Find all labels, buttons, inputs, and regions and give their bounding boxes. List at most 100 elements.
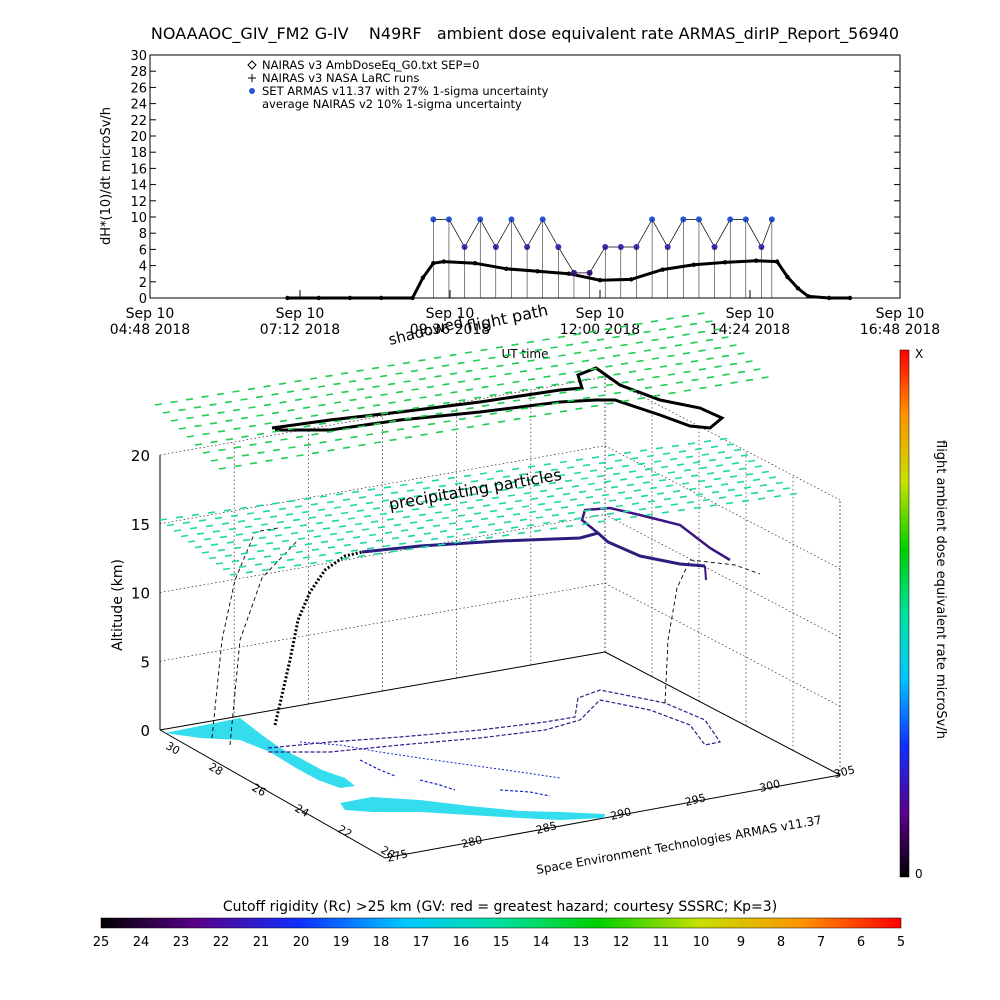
particle-dash bbox=[566, 380, 575, 384]
particle-dash bbox=[263, 385, 271, 388]
particle-dash bbox=[603, 480, 612, 483]
y-tick-label: 28 bbox=[130, 65, 147, 80]
particle-dash bbox=[170, 400, 178, 404]
particle-dash bbox=[590, 514, 599, 518]
particle-dash bbox=[574, 517, 583, 520]
particle-dash bbox=[489, 412, 498, 415]
particle-dash bbox=[623, 451, 632, 455]
particle-dash bbox=[621, 381, 629, 384]
particle-dash bbox=[555, 487, 564, 490]
longitude-tick-label: 285 bbox=[535, 819, 559, 837]
particle-dash bbox=[706, 357, 714, 360]
particle-dash bbox=[178, 427, 187, 430]
particle-dash bbox=[265, 459, 273, 462]
particle-dash bbox=[412, 425, 420, 428]
altitude-label: Altitude (km) bbox=[110, 559, 126, 651]
particle-dash bbox=[202, 451, 211, 454]
nairas-point bbox=[785, 274, 790, 280]
particle-dash bbox=[349, 398, 357, 402]
particle-dash bbox=[478, 530, 487, 534]
particle-dash bbox=[370, 520, 379, 523]
particle-dash bbox=[607, 453, 616, 457]
particle-dash bbox=[411, 508, 420, 511]
altitude-tick-label: 15 bbox=[131, 516, 150, 534]
particle-dash bbox=[162, 411, 171, 414]
particle-dash bbox=[457, 380, 466, 383]
particle-dash bbox=[231, 559, 240, 563]
particle-dash bbox=[713, 346, 722, 350]
longitude-tick-label: 295 bbox=[684, 791, 708, 809]
particle-dash bbox=[342, 427, 350, 431]
particle-dash bbox=[342, 446, 351, 449]
particle-dash bbox=[757, 497, 766, 500]
legend-label: average NAIRAS v2 10% 1-sigma uncertaint… bbox=[262, 97, 522, 111]
particle-dash bbox=[666, 336, 675, 339]
particle-dash bbox=[194, 424, 202, 428]
particle-dash bbox=[384, 531, 393, 534]
particle-dash bbox=[510, 526, 519, 529]
particle-dash bbox=[575, 407, 583, 410]
particle-dash bbox=[294, 398, 303, 401]
particle-dash bbox=[294, 379, 302, 383]
particle-dash bbox=[221, 522, 230, 525]
legend-plus-marker bbox=[248, 74, 256, 82]
particle-dash bbox=[395, 390, 404, 394]
particle-dash bbox=[775, 481, 784, 485]
particle-dash bbox=[708, 458, 717, 462]
particle-dash bbox=[310, 414, 319, 417]
particle-dash bbox=[154, 403, 163, 406]
flight-path-shadow bbox=[271, 366, 725, 432]
particle-dash bbox=[662, 452, 671, 455]
particle-dash bbox=[659, 365, 668, 368]
particle-dash bbox=[468, 493, 477, 496]
particle-dash bbox=[295, 417, 303, 420]
particle-dash bbox=[201, 551, 210, 554]
particle-dash bbox=[433, 356, 442, 359]
particle-dash bbox=[317, 508, 326, 512]
particle-dash bbox=[311, 451, 320, 455]
particle-dash bbox=[761, 470, 770, 474]
particle-dash bbox=[640, 494, 649, 498]
particle-dash bbox=[581, 341, 589, 344]
legend-diamond-marker bbox=[247, 60, 257, 70]
particle-dash bbox=[660, 383, 668, 387]
particle-dash bbox=[450, 409, 459, 413]
particle-dash bbox=[159, 518, 168, 521]
particle-dash bbox=[562, 492, 571, 496]
particle-dash bbox=[564, 479, 573, 483]
particle-dash bbox=[423, 532, 432, 535]
cutoff-rigidity-strip bbox=[100, 917, 902, 929]
particle-dash bbox=[338, 525, 347, 528]
longitude-tick-label: 280 bbox=[460, 833, 484, 851]
particle-dash bbox=[582, 463, 591, 467]
particle-dash bbox=[537, 502, 546, 506]
particle-dash bbox=[637, 462, 646, 466]
particle-dash bbox=[667, 354, 675, 358]
particle-dash bbox=[525, 478, 534, 482]
particle-dash bbox=[628, 470, 637, 473]
particle-dash bbox=[443, 420, 451, 423]
particle-dash bbox=[263, 555, 272, 558]
particle-dash bbox=[722, 373, 730, 376]
particle-dash bbox=[249, 443, 257, 446]
particle-dash bbox=[388, 504, 397, 508]
cutoff-tick-label: 10 bbox=[693, 935, 710, 950]
particle-dash bbox=[527, 378, 536, 381]
particle-dash bbox=[244, 525, 253, 529]
particle-dash bbox=[498, 502, 507, 505]
particle-dash bbox=[704, 485, 713, 488]
particle-dash bbox=[201, 414, 210, 417]
particle-dash bbox=[278, 382, 287, 385]
particle-dash bbox=[551, 513, 560, 517]
particle-dash bbox=[310, 395, 318, 399]
particle-dash bbox=[349, 417, 358, 420]
cutoff-tick-label: 13 bbox=[573, 935, 590, 950]
cutoff-tick-label: 14 bbox=[533, 935, 550, 950]
particle-dash bbox=[366, 547, 375, 550]
particle-dash bbox=[542, 356, 551, 360]
particle-dash bbox=[306, 529, 315, 533]
particle-dash bbox=[621, 399, 630, 403]
nairas-point bbox=[774, 259, 780, 264]
particle-dash bbox=[488, 375, 497, 378]
particle-dash bbox=[713, 477, 722, 481]
